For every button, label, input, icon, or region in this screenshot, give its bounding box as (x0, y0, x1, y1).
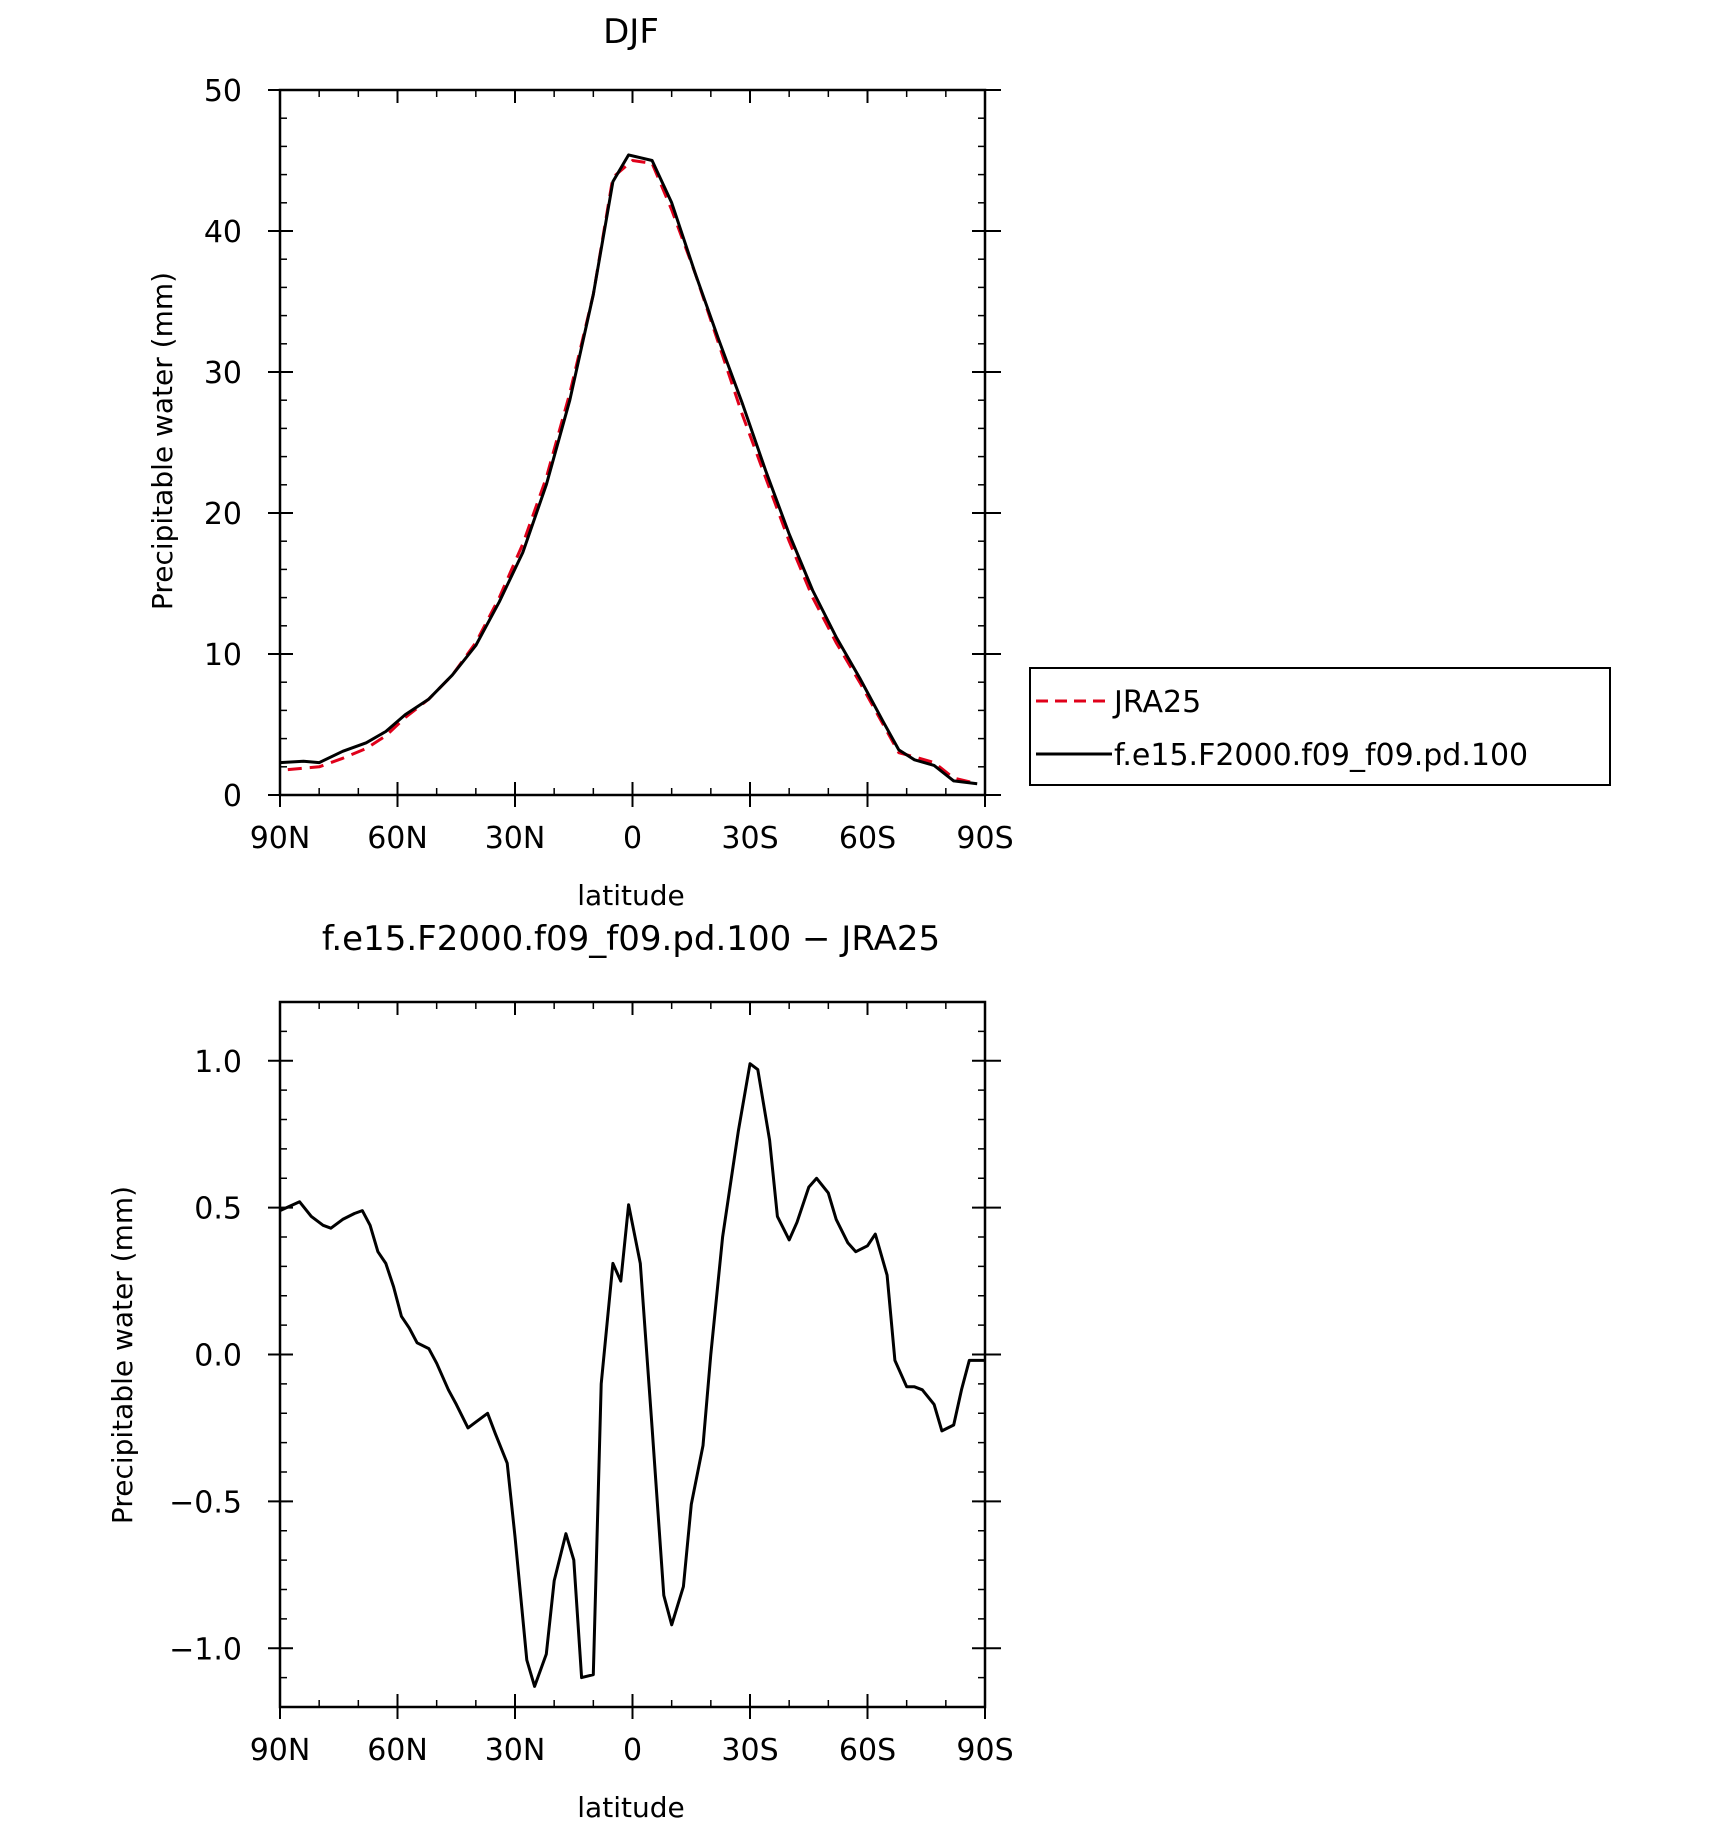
bottom-x-tick-label: 60N (367, 1733, 428, 1768)
bottom-x-tick-label: 30S (721, 1733, 778, 1768)
top-chart-title: DJF (603, 12, 659, 52)
bottom-x-tick-label: 60S (839, 1733, 896, 1768)
top-axis-ticks: 90N 60N 30N 0 30S 60S 90S 0 10 20 30 40 50 (204, 74, 1014, 856)
top-x-tick-label: 30N (485, 821, 546, 856)
bottom-chart-title: f.e15.F2000.f09_f09.pd.100 − JRA25 (322, 919, 940, 959)
top-y-tick-label: 10 (204, 638, 242, 673)
bottom-axis-ticks: 90N 60N 30N 0 30S 60S 90S 1.0 0.5 0.0 −0.5 −1.0 (169, 1001, 1014, 1768)
bottom-x-axis-label: latitude (577, 1791, 684, 1822)
bottom-x-tick-label: 90N (250, 1733, 311, 1768)
top-series-line-jra25 (287, 159, 978, 786)
bottom-x-tick-label: 90S (956, 1733, 1013, 1768)
top-plot-frame (278, 88, 987, 797)
top-y-axis-label: Precipitable water (mm) (146, 272, 179, 610)
top-x-tick-label: 0 (623, 821, 642, 856)
top-y-tick-label: 30 (204, 356, 242, 391)
legend-label-model: f.e15.F2000.f09_f09.pd.100 (1114, 738, 1528, 773)
bottom-panel: f.e15.F2000.f09_f09.pd.100 − JRA25 Preci… (106, 919, 1014, 1822)
legend: JRA25 f.e15.F2000.f09_f09.pd.100 (1029, 667, 1611, 786)
top-y-tick-label: 0 (223, 779, 242, 814)
legend-box (1029, 667, 1611, 786)
top-series-line-f-e15-f2000-f09-f09-pd-100 (279, 153, 978, 786)
top-x-tick-label: 90N (250, 821, 311, 856)
bottom-y-tick-label: 0.5 (194, 1192, 242, 1227)
bottom-y-tick-label: 1.0 (194, 1045, 242, 1080)
top-y-tick-label: 50 (204, 74, 242, 109)
top-x-axis-label: latitude (577, 879, 684, 912)
top-y-tick-label: 20 (204, 497, 242, 532)
bottom-plot-lines (279, 1062, 985, 1688)
bottom-x-tick-label: 0 (623, 1733, 642, 1768)
bottom-y-tick-label: −0.5 (169, 1485, 242, 1520)
bottom-y-tick-label: 0.0 (194, 1339, 242, 1374)
top-x-tick-label: 30S (721, 821, 778, 856)
top-x-tick-label: 90S (956, 821, 1013, 856)
top-panel: DJF Precipitable water (mm) latitude 90N… (146, 12, 1014, 912)
top-x-tick-label: 60S (839, 821, 896, 856)
bottom-x-tick-label: 30N (485, 1733, 546, 1768)
bottom-series-line-difference (279, 1062, 985, 1688)
bottom-plot-frame (278, 1000, 987, 1709)
top-y-tick-label: 40 (204, 215, 242, 250)
legend-label-jra25: JRA25 (1112, 685, 1201, 720)
bottom-y-tick-label: −1.0 (169, 1632, 242, 1667)
top-x-tick-label: 60N (367, 821, 428, 856)
top-plot-lines (279, 153, 978, 786)
bottom-y-axis-label: Precipitable water (mm) (106, 1186, 139, 1524)
